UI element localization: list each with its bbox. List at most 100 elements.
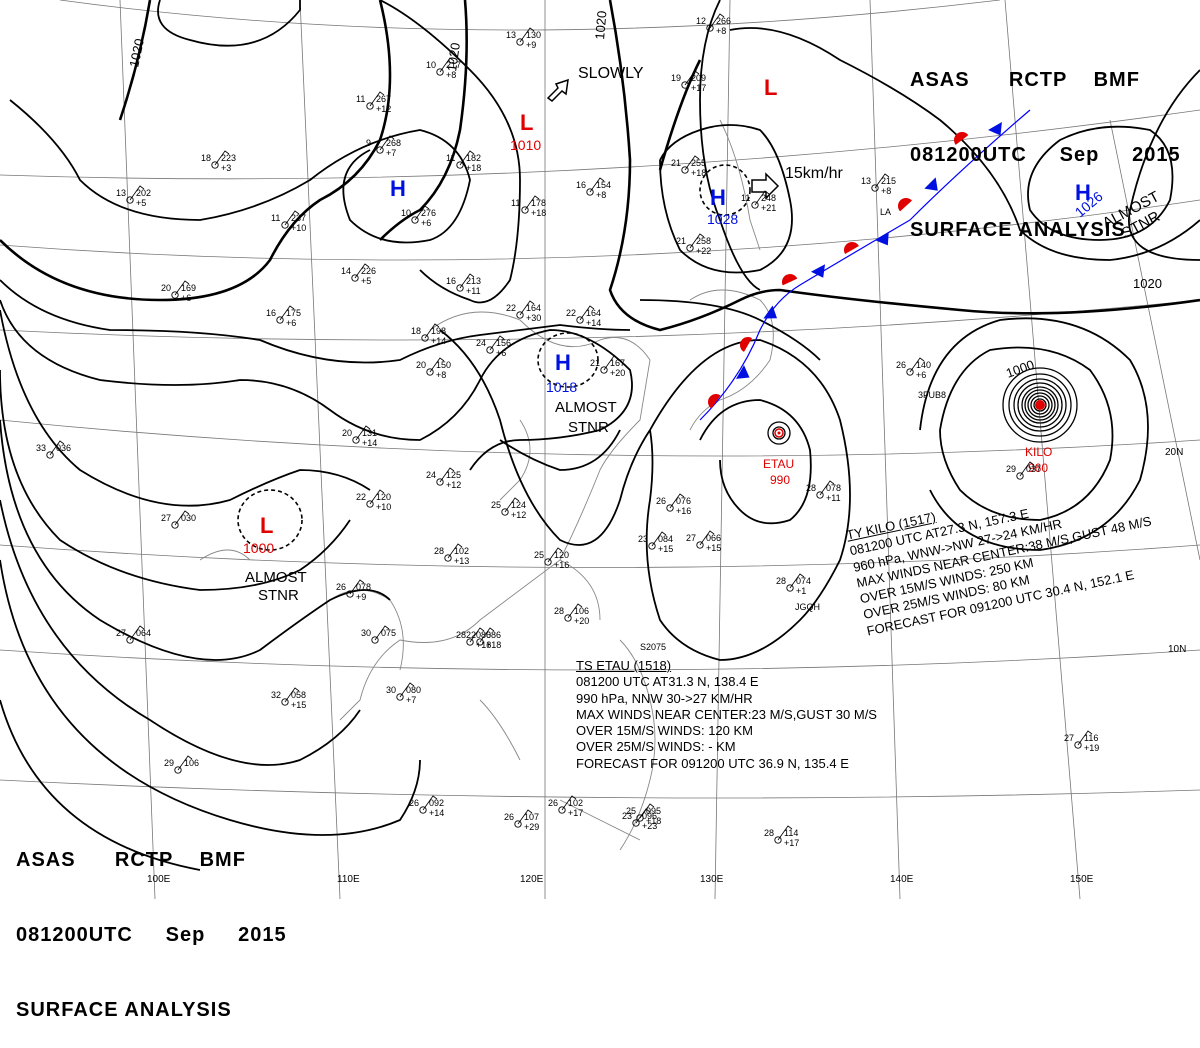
- isobar-ring: [1002, 367, 1078, 443]
- wind-barb: [504, 497, 520, 513]
- header-line-2: 081200UTC Sep 2015: [16, 924, 287, 946]
- high-center-symbol: H: [555, 350, 571, 375]
- station-circle: [681, 166, 689, 174]
- isobar-ring: [1017, 382, 1063, 428]
- station-plot: 21 255+18: [671, 155, 706, 178]
- station-pressure: 169: [181, 283, 196, 293]
- station-circle: [681, 81, 689, 89]
- station-pressure: 215: [881, 176, 896, 186]
- station-pressure: 167: [610, 358, 625, 368]
- etau-title: TS ETAU (1518): [576, 658, 672, 673]
- wind-barb: [777, 825, 793, 841]
- station-temp: 32: [271, 690, 281, 700]
- station-id: LA: [880, 207, 891, 217]
- station-tendency: +6: [421, 218, 431, 228]
- wind-barb: [547, 547, 563, 563]
- station-circle: [516, 38, 524, 46]
- station-plot: 13 130+9: [506, 27, 541, 50]
- station-temp: 12: [696, 16, 706, 26]
- wind-barb: [447, 543, 463, 559]
- station-tendency: +18: [466, 163, 481, 173]
- wind-barb: [459, 273, 475, 289]
- movement-arrow-icon: [751, 172, 780, 200]
- kilo-isobar-rings: [1002, 367, 1078, 443]
- lon-label: 130E: [700, 874, 724, 885]
- station-tendency: +15: [291, 700, 306, 710]
- station-plot: 20 150+8: [416, 357, 451, 380]
- wind-barb: [374, 625, 390, 641]
- station-pressure: 092: [429, 798, 444, 808]
- etau-line: OVER 15M/S WINDS: 120 KM: [576, 723, 753, 739]
- station-ids: LA JGQH 3FUB8 S2075: [640, 207, 946, 652]
- station-id: 3FUB8: [918, 390, 946, 400]
- station-circle: [376, 146, 384, 154]
- station-tendency: +1: [796, 586, 806, 596]
- map-header-bottom: ASAS RCTP BMF 081200UTC Sep 2015 SURFACE…: [16, 798, 287, 1048]
- station-plot: 27 116+19: [1064, 730, 1099, 753]
- wind-barb: [422, 795, 438, 811]
- header-line-3: SURFACE ANALYSIS: [16, 999, 232, 1021]
- station-tendency: +23: [642, 821, 657, 831]
- lon-label: 120E: [520, 874, 544, 885]
- wind-barb: [1077, 730, 1093, 746]
- station-plot: 22 164+30: [506, 300, 541, 323]
- station-tendency: +10: [291, 223, 306, 233]
- station-circle: [1016, 472, 1024, 480]
- movement-arrows: [546, 78, 780, 200]
- station-circle: [436, 68, 444, 76]
- station-temp: 25: [491, 500, 501, 510]
- station-circle: [396, 693, 404, 701]
- station-pressure: 086: [486, 630, 501, 640]
- station-circle: [816, 491, 824, 499]
- station-tendency: +19: [1084, 743, 1099, 753]
- station-circle: [366, 102, 374, 110]
- station-pressure: 075: [381, 628, 396, 638]
- wind-barb: [789, 573, 805, 589]
- isobar-ring: [1024, 389, 1056, 421]
- station-circle: [564, 614, 572, 622]
- station-plot: 25 120+16: [534, 547, 569, 570]
- station-pressure: 030: [181, 513, 196, 523]
- wind-barb: [369, 91, 385, 107]
- high-center-value: 1018: [546, 379, 577, 395]
- wind-barb: [439, 467, 455, 483]
- station-circle: [786, 584, 794, 592]
- etau-info-block: TS ETAU (1518) 081200 UTC AT31.3 N, 138.…: [576, 658, 877, 772]
- station-pressure: 084: [658, 534, 673, 544]
- cold-front-symbol: [924, 177, 938, 191]
- station-plot: 16 154+8: [576, 177, 611, 200]
- station-plot: 10 217+8: [426, 57, 461, 80]
- grid-labels: 100E 110E 120E 130E 140E 150E 20N 10N: [147, 447, 1186, 885]
- wind-barb: [567, 603, 583, 619]
- station-circle: [501, 508, 509, 516]
- dashed-isobars: [237, 164, 751, 551]
- station-temp: 25: [626, 806, 636, 816]
- station-circle: [366, 500, 374, 508]
- station-plot: 10 276+6: [401, 205, 436, 228]
- station-plot: 13 202+5: [116, 185, 151, 208]
- station-pressure: 120: [554, 550, 569, 560]
- station-pressure: 120: [376, 492, 391, 502]
- wind-barb: [129, 625, 145, 641]
- station-circle: [371, 636, 379, 644]
- station-pressure: 223: [221, 153, 236, 163]
- wind-barb: [754, 190, 770, 206]
- station-pressure: 255: [691, 158, 706, 168]
- station-tendency: +13: [454, 556, 469, 566]
- station-temp: 16: [446, 276, 456, 286]
- station-circle: [906, 368, 914, 376]
- station-pressure: 095: [646, 806, 661, 816]
- lon-label: 110E: [337, 874, 360, 885]
- station-tendency: +14: [362, 438, 377, 448]
- station-tendency: +6: [286, 318, 296, 328]
- station-circle: [514, 820, 522, 828]
- station-temp: 21: [676, 236, 686, 246]
- station-tendency: +7: [386, 148, 396, 158]
- station-circle: [576, 316, 584, 324]
- station-tendency: +14: [431, 336, 446, 346]
- wind-barb: [909, 357, 925, 373]
- station-temp: 26: [504, 812, 514, 822]
- station-pressure: 076: [676, 496, 691, 506]
- wind-barb: [284, 210, 300, 226]
- station-circle: [751, 201, 759, 209]
